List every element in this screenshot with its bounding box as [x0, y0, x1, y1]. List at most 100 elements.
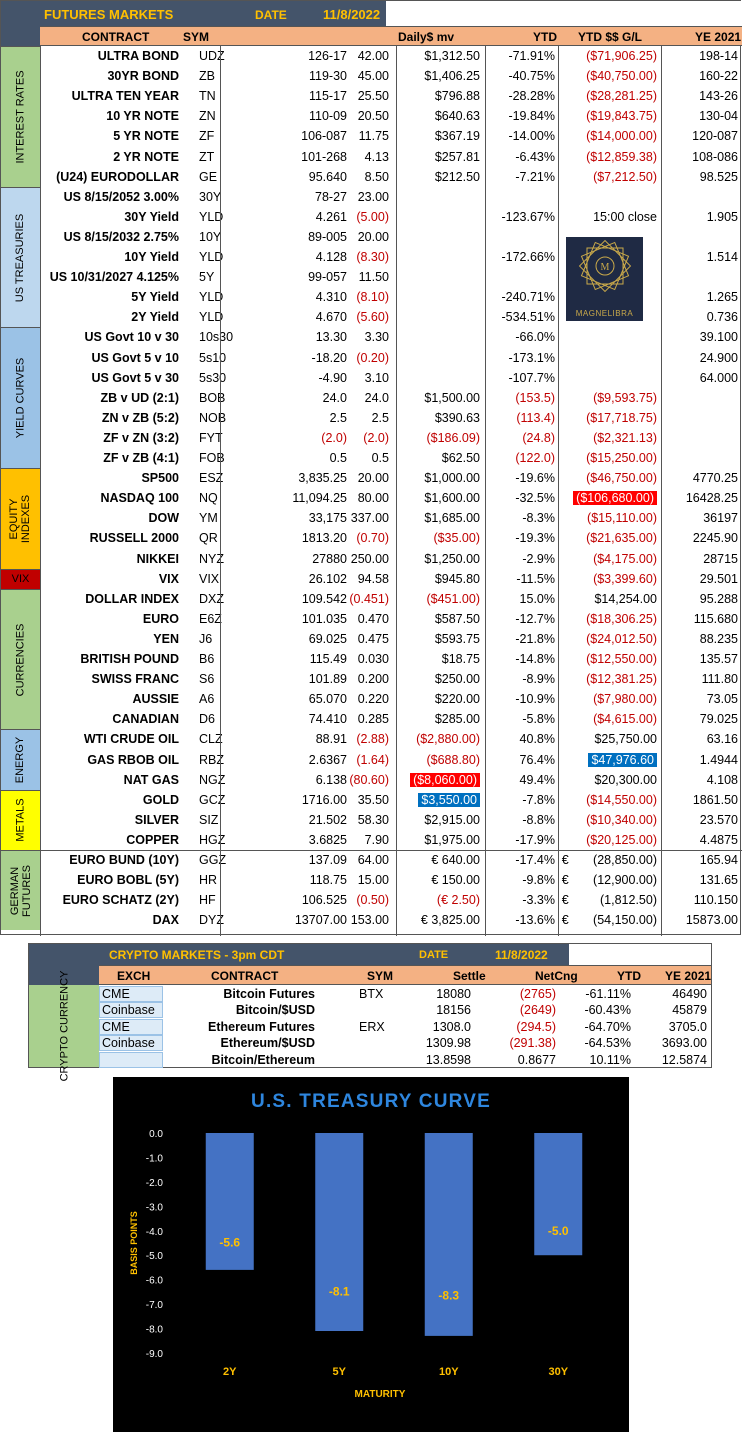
cell-sym: NYZ	[199, 551, 224, 566]
table-row: ZF v ZN (3:2) FYT (2.0) (2.0) ($186.09) (24.8…	[40, 428, 742, 448]
cell-ytd: -19.6%	[515, 471, 555, 486]
crypto-side-label: CRYPTO CURRENCY	[29, 971, 99, 1081]
cell-contract: EURO SCHATZ (2Y)	[62, 893, 179, 908]
cell-contract: 2Y Yield	[131, 310, 179, 325]
cell-contract: DOLLAR INDEX	[85, 591, 179, 606]
table-row: EURO BOBL (5Y) HR 118.75 15.00 € 150.00 -9.8%…	[40, 870, 742, 890]
cell-contract: 2 YR NOTE	[113, 149, 179, 164]
crypto-cell-ytd: -64.53%	[584, 1036, 631, 1051]
cell-price: 106.525	[301, 893, 347, 908]
cell-ye: 130-04	[699, 109, 738, 124]
crypto-cell-contract: Bitcoin/$USD	[235, 1003, 315, 1018]
cell-price: 1813.20	[301, 531, 347, 546]
cell-ytd: -8.3%	[522, 511, 555, 526]
cell-sym: GE	[199, 169, 218, 184]
cell-daily-mv: ($8,060.00)	[410, 772, 480, 787]
crypto-cell-ytd: -60.43%	[584, 1003, 631, 1018]
cell-price: 95.640	[308, 169, 347, 184]
group-label: INTEREST RATES	[1, 46, 40, 187]
cell-contract: (U24) EURODOLLAR	[56, 169, 179, 184]
table-row: AUSSIE A6 65.070 0.220 $220.00 -10.9% ($7,980.…	[40, 689, 742, 709]
cell-daily-mv: ($35.00)	[433, 531, 480, 546]
cell-price: 115.49	[309, 652, 347, 666]
cell-ytd-pl: ($9,593.75)	[593, 390, 657, 405]
cell-price: 4.670	[315, 310, 347, 325]
cell-ye: 198-14	[699, 49, 738, 63]
magnelibra-logo: M MAGNELIBRA	[566, 237, 643, 321]
cell-ye: 63.16	[706, 732, 738, 747]
logo-text: MAGNELIBRA	[575, 309, 634, 318]
cell-ytd: -8.8%	[522, 812, 555, 827]
header-ytd: YTD	[533, 30, 557, 44]
crypto-header-row: EXCH CONTRACT SYM Settle NetCng YTD YE 2…	[99, 965, 711, 985]
cell-contract: ZN v ZB (5:2)	[101, 410, 179, 425]
cell-change: (8.10)	[356, 290, 389, 305]
header-sym: SYM	[183, 30, 210, 44]
cell-contract: 5 YR NOTE	[113, 129, 179, 144]
table-row: 30YR BOND ZB 119-30 45.00 $1,406.25 -40.75% ($…	[40, 66, 742, 86]
cell-ye: 131.65	[699, 873, 738, 888]
group-label: ENERGY	[1, 729, 40, 790]
cell-ytd-pl: ($3,399.60)	[593, 571, 657, 586]
table-row: DOLLAR INDEX DXZ 109.542 (0.451) ($451.00) 15…	[40, 589, 742, 609]
table-row: 30Y Yield YLD 4.261 (5.00) -123.67% 15:00 clo…	[40, 207, 742, 227]
cell-sym: D6	[199, 712, 215, 727]
cell-contract: ZB v UD (2:1)	[100, 390, 179, 405]
cell-sym: ZT	[199, 149, 215, 164]
cell-ye: 23.570	[699, 812, 738, 827]
cell-price: 106-087	[301, 129, 347, 144]
cell-contract: DOW	[148, 511, 179, 526]
futures-title-bar: FUTURES MARKETS DATE 11/8/2022	[1, 1, 742, 26]
table-row: US Govt 5 v 10 5s10 -18.20 (0.20) -173.1% 24.…	[40, 348, 742, 368]
cell-change: (5.00)	[356, 209, 389, 224]
crypto-cell-net-change: (2765)	[519, 987, 556, 1001]
crypto-title-bar: CRYPTO MARKETS - 3pm CDT DATE 11/8/2022	[29, 944, 711, 986]
cell-ytd-pl: $14,254.00	[594, 591, 657, 606]
cell-price: 101-268	[301, 149, 347, 164]
table-row: US Govt 5 v 30 5s30 -4.90 3.10 -107.7% 64.000	[40, 368, 742, 388]
group-label: YIELD CURVES	[1, 327, 40, 469]
table-row: 2Y Yield YLD 4.670 (5.60) -534.51% 0.736	[40, 307, 742, 327]
cell-change: 11.50	[358, 270, 389, 285]
cell-ytd: -3.3%	[522, 893, 555, 908]
cell-ytd: -107.7%	[508, 370, 555, 385]
cell-price: 4.128	[315, 250, 347, 264]
cell-ye: 111.80	[701, 672, 738, 687]
cell-ye: 98.525	[699, 169, 738, 184]
cell-change: 3.30	[364, 330, 389, 345]
cell-sym: DYZ	[199, 913, 224, 928]
table-row: SP500 ESZ 3,835.25 20.00 $1,000.00 -19.6% ($46…	[40, 468, 742, 488]
crypto-cell-ye: 46490	[672, 987, 707, 1001]
cell-price: 88.91	[315, 732, 347, 747]
cell-contract: US Govt 10 v 30	[84, 330, 180, 345]
crypto-date: 11/8/2022	[495, 948, 548, 962]
cell-ytd: -28.28%	[508, 89, 555, 104]
cell-change: 2.5	[371, 410, 389, 425]
crypto-title: CRYPTO MARKETS - 3pm CDT	[109, 948, 285, 962]
table-row: VIX VIX 26.102 94.58 $945.80 -11.5% ($3,399.60…	[40, 569, 742, 589]
cell-ytd-pl: ($12,381.25)	[586, 672, 657, 687]
cell-change: 58.30	[357, 812, 389, 827]
cell-contract: GAS RBOB OIL	[87, 752, 179, 767]
table-row: US 8/15/2052 3.00% 30Y 78-27 23.00	[40, 187, 742, 207]
group-label: EQUITY INDEXES	[1, 468, 40, 569]
cell-sym: 10Y	[199, 229, 222, 244]
cell-daily-mv: ($186.09)	[426, 430, 480, 445]
crypto-cell-ytd: -64.70%	[584, 1019, 631, 1034]
table-row: US 8/15/2032 2.75% 10Y 89-005 20.00	[40, 227, 742, 247]
crypto-header-sym: SYM	[367, 969, 394, 983]
cell-change: 0.030	[357, 652, 389, 666]
cell-sym: HR	[199, 873, 218, 888]
cell-sym: TN	[199, 89, 216, 104]
cell-change: 80.00	[357, 491, 389, 506]
cell-ytd-pl: ($21,635.00)	[586, 531, 657, 546]
cell-contract: NIKKEI	[136, 551, 179, 566]
section-divider	[40, 850, 742, 851]
cell-ytd: 40.8%	[519, 732, 555, 747]
cell-ye: 0.736	[706, 310, 738, 325]
cell-ytd-pl: ($20,125.00)	[586, 832, 657, 847]
cell-sym: 5s30	[199, 370, 227, 385]
table-row: 10 YR NOTE ZN 110-09 20.50 $640.63 -19.84% ($1…	[40, 106, 742, 126]
group-label-text: CURRENCIES	[14, 623, 27, 696]
cell-sym: 10s30	[199, 330, 234, 345]
